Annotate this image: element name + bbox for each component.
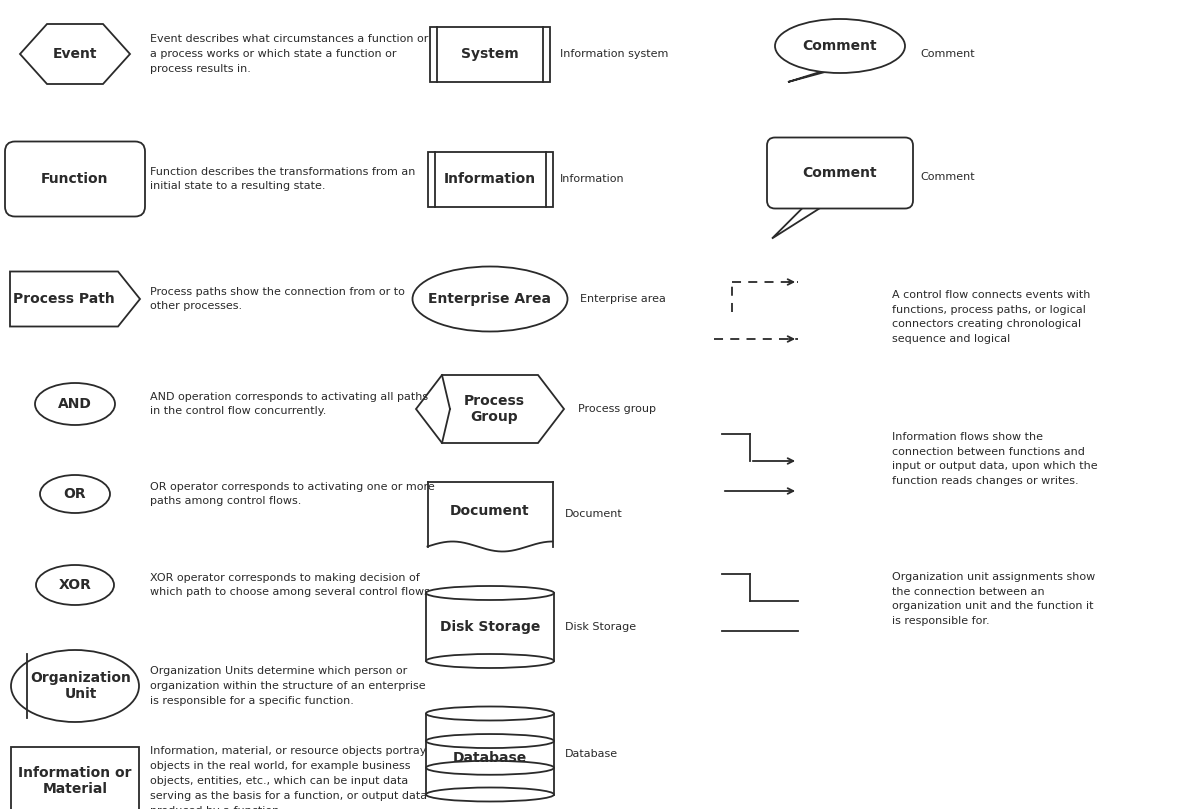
Text: XOR operator corresponds to making decision of
which path to choose among severa: XOR operator corresponds to making decis… (150, 573, 433, 597)
Ellipse shape (775, 19, 905, 73)
Text: Disk Storage: Disk Storage (440, 620, 540, 634)
Text: Process Path: Process Path (13, 292, 115, 306)
Text: Information: Information (444, 172, 536, 186)
Text: Information, material, or resource objects portray
objects in the real world, fo: Information, material, or resource objec… (150, 747, 427, 809)
Text: Comment: Comment (803, 166, 877, 180)
Text: Comment: Comment (920, 49, 974, 59)
Text: Organization
Unit: Organization Unit (30, 671, 132, 701)
Text: Database: Database (452, 751, 527, 765)
Bar (427, 151, 552, 206)
Text: Process paths show the connection from or to
other processes.: Process paths show the connection from o… (150, 286, 404, 311)
Polygon shape (772, 201, 832, 239)
Text: Information: Information (560, 174, 625, 184)
Text: Enterprise area: Enterprise area (580, 294, 666, 304)
Ellipse shape (426, 706, 554, 721)
Text: XOR: XOR (59, 578, 91, 592)
Text: Organization Units determine which person or
organization within the structure o: Organization Units determine which perso… (150, 666, 426, 705)
Polygon shape (788, 67, 842, 82)
Text: Information flows show the
connection between functions and
input or output data: Information flows show the connection be… (892, 432, 1098, 486)
Text: Enterprise Area: Enterprise Area (428, 292, 552, 306)
Text: Organization unit assignments show
the connection between an
organization unit a: Organization unit assignments show the c… (892, 572, 1096, 626)
Text: A control flow connects events with
functions, process paths, or logical
connect: A control flow connects events with func… (892, 290, 1091, 344)
Bar (11, 747, 139, 809)
Text: Information or
Material: Information or Material (18, 766, 132, 796)
Text: Process group: Process group (578, 404, 656, 414)
Text: AND operation corresponds to activating all paths
in the control flow concurrent: AND operation corresponds to activating … (150, 392, 428, 417)
Text: Comment: Comment (803, 39, 877, 53)
Text: Function describes the transformations from an
initial state to a resulting stat: Function describes the transformations f… (150, 167, 415, 192)
Text: Event: Event (53, 47, 97, 61)
Text: Disk Storage: Disk Storage (565, 622, 636, 632)
Ellipse shape (426, 586, 554, 600)
Text: OR: OR (64, 487, 86, 501)
Text: System: System (461, 47, 518, 61)
Text: OR operator corresponds to activating one or more
paths among control flows.: OR operator corresponds to activating on… (150, 481, 434, 506)
Text: Function: Function (41, 172, 109, 186)
Text: Database: Database (565, 749, 618, 759)
Bar (430, 27, 550, 82)
Text: Event describes what circumstances a function or
a process works or which state : Event describes what circumstances a fun… (150, 34, 428, 74)
FancyBboxPatch shape (767, 138, 913, 209)
Text: Document: Document (450, 504, 530, 518)
Text: AND: AND (58, 397, 92, 411)
Text: Document: Document (565, 509, 623, 519)
Text: Information system: Information system (560, 49, 668, 59)
Text: Comment: Comment (920, 172, 974, 182)
Text: Process
Group: Process Group (463, 394, 524, 424)
